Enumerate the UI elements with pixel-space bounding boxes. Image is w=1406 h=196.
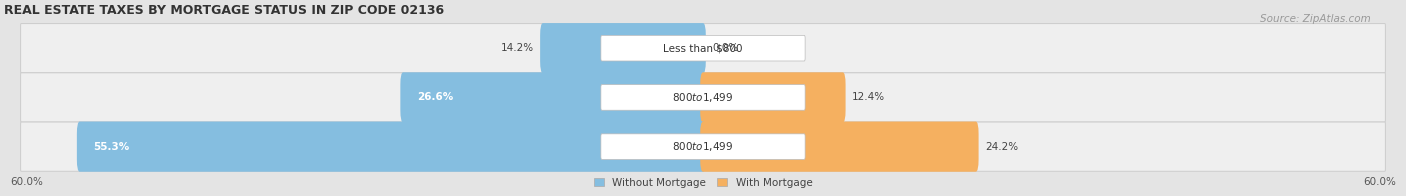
Text: 12.4%: 12.4% (852, 93, 884, 103)
FancyBboxPatch shape (700, 72, 845, 122)
FancyBboxPatch shape (700, 122, 979, 172)
FancyBboxPatch shape (540, 23, 706, 73)
Text: 26.6%: 26.6% (416, 93, 453, 103)
FancyBboxPatch shape (77, 122, 706, 172)
FancyBboxPatch shape (21, 73, 1385, 122)
FancyBboxPatch shape (21, 122, 1385, 171)
Text: 55.3%: 55.3% (93, 142, 129, 152)
Text: 0.0%: 0.0% (711, 43, 738, 53)
FancyBboxPatch shape (600, 35, 806, 61)
Text: Source: ZipAtlas.com: Source: ZipAtlas.com (1260, 14, 1371, 24)
Text: Less than $800: Less than $800 (664, 43, 742, 53)
Text: $800 to $1,499: $800 to $1,499 (672, 91, 734, 104)
Text: 14.2%: 14.2% (501, 43, 534, 53)
FancyBboxPatch shape (401, 72, 706, 122)
FancyBboxPatch shape (600, 85, 806, 110)
FancyBboxPatch shape (600, 134, 806, 160)
Text: $800 to $1,499: $800 to $1,499 (672, 140, 734, 153)
Text: REAL ESTATE TAXES BY MORTGAGE STATUS IN ZIP CODE 02136: REAL ESTATE TAXES BY MORTGAGE STATUS IN … (4, 4, 444, 17)
FancyBboxPatch shape (21, 24, 1385, 73)
Text: 24.2%: 24.2% (984, 142, 1018, 152)
Legend: Without Mortgage, With Mortgage: Without Mortgage, With Mortgage (589, 174, 817, 192)
